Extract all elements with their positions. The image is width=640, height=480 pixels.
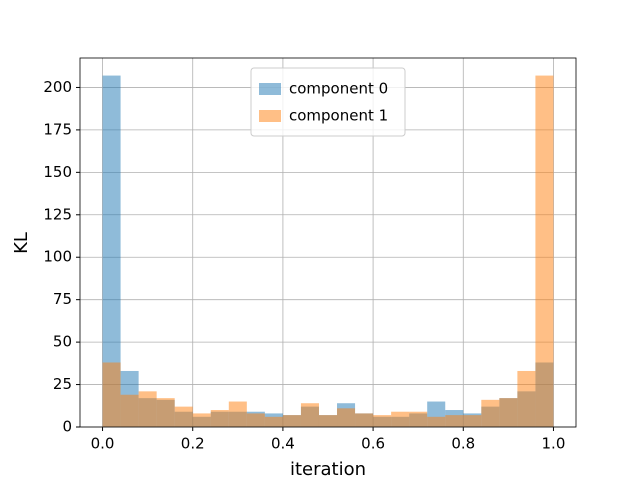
x-tick-label: 0.8 xyxy=(451,435,475,453)
legend-label: component 1 xyxy=(289,107,388,125)
bar xyxy=(156,398,175,427)
legend-swatch xyxy=(259,83,281,95)
bar xyxy=(463,415,482,427)
legend: component 0 component 1 xyxy=(250,67,406,137)
x-axis-label: iteration xyxy=(290,459,366,480)
y-tick-label: 50 xyxy=(53,333,72,351)
bar xyxy=(409,411,428,427)
bar xyxy=(246,413,265,427)
x-tick-label: 0.4 xyxy=(271,435,295,453)
y-tick-label: 75 xyxy=(53,290,72,308)
x-tick-label: 0.0 xyxy=(91,435,115,453)
bar xyxy=(228,401,247,427)
bar xyxy=(120,394,139,427)
bar xyxy=(535,75,554,428)
bar xyxy=(391,411,410,427)
bar xyxy=(318,415,338,427)
bar xyxy=(282,415,301,427)
legend-label: component 0 xyxy=(289,80,388,98)
bar xyxy=(499,398,518,427)
y-tick-label: 200 xyxy=(43,78,72,96)
bar xyxy=(427,416,446,427)
bar xyxy=(192,413,211,427)
legend-swatch xyxy=(259,110,281,122)
bar xyxy=(102,75,121,428)
bar xyxy=(355,413,374,427)
bar xyxy=(264,416,283,427)
x-tick-label: 0.6 xyxy=(361,435,385,453)
bar xyxy=(210,410,229,427)
bar xyxy=(445,415,464,427)
bar xyxy=(174,406,193,427)
bar xyxy=(481,399,500,427)
y-tick-label: 175 xyxy=(43,120,72,138)
y-tick-label: 150 xyxy=(43,163,72,181)
y-axis-label: KL xyxy=(11,232,32,254)
bar xyxy=(373,415,392,427)
x-tick-label: 1.0 xyxy=(542,435,566,453)
x-tick-label: 0.2 xyxy=(181,435,205,453)
legend-frame xyxy=(250,67,406,137)
plot-frame xyxy=(79,57,577,428)
bar xyxy=(337,408,356,427)
bar xyxy=(300,403,319,427)
y-tick-label: 125 xyxy=(43,205,72,223)
y-tick-label: 100 xyxy=(43,248,72,266)
bar xyxy=(102,362,121,427)
y-tick-label: 0 xyxy=(62,418,72,436)
bar xyxy=(138,391,157,427)
y-tick-label: 25 xyxy=(53,375,72,393)
bar xyxy=(517,370,536,427)
